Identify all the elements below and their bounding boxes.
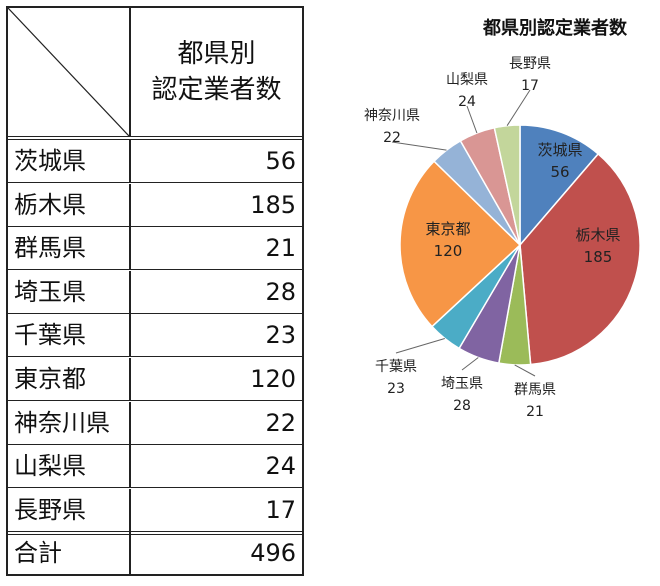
prefecture-count: 24 <box>129 445 302 488</box>
slice-label-value: 17 <box>521 78 539 94</box>
prefecture-name: 山梨県 <box>14 452 86 481</box>
pie-slice-2 <box>519 152 641 366</box>
prefecture-name: 茨城県 <box>14 147 86 175</box>
slice-label-name: 神奈川県 <box>364 108 420 124</box>
slice-label-name: 埼玉県 <box>441 376 483 392</box>
total-label: 合計 <box>14 539 62 568</box>
slice-label-name: 山梨県 <box>446 72 488 88</box>
table-row: 長野県 17 <box>8 488 302 535</box>
prefecture-name: 栃木県 <box>14 190 86 219</box>
table-row: 栃木県 185 <box>8 183 302 227</box>
slice-label-value: 120 <box>434 242 463 260</box>
leader-line <box>461 357 479 371</box>
table-row: 東京都 120 <box>8 358 302 401</box>
slice-label-value: 185 <box>584 248 613 266</box>
slice-label-name: 長野県 <box>509 56 551 72</box>
prefecture-count: 21 <box>129 227 302 270</box>
table-row: 山梨県 24 <box>8 445 302 489</box>
header-line-1: 都県別 <box>177 39 256 69</box>
prefecture-name: 群馬県 <box>14 234 86 263</box>
slice-label-value: 28 <box>453 398 471 414</box>
leader-line <box>514 364 536 377</box>
slice-label-name: 栃木県 <box>575 226 620 244</box>
prefecture-name: 神奈川県 <box>14 408 110 437</box>
slice-label-value: 22 <box>383 130 401 146</box>
prefecture-name: 千葉県 <box>14 321 86 350</box>
leader-line <box>466 105 478 134</box>
prefecture-count: 17 <box>129 488 302 531</box>
table-row: 茨城県 56 <box>8 140 302 183</box>
slice-label-value: 24 <box>458 94 476 110</box>
slice-label-value: 56 <box>550 163 569 181</box>
prefecture-count: 22 <box>129 401 302 444</box>
table-header: 都県別 認定業者数 <box>8 8 302 140</box>
slice-label-name: 東京都 <box>425 220 470 238</box>
prefecture-name: 長野県 <box>14 495 86 524</box>
table-row: 神奈川県 22 <box>8 401 302 445</box>
leader-line <box>506 89 531 126</box>
table-row: 千葉県 23 <box>8 314 302 358</box>
chart-title: 都県別認定業者数 <box>483 18 627 39</box>
pie-slice-1 <box>519 124 600 248</box>
header-diagonal <box>8 8 129 136</box>
slice-label-name: 千葉県 <box>375 359 417 375</box>
prefecture-count: 120 <box>129 358 302 400</box>
header-title: 都県別 認定業者数 <box>129 8 302 136</box>
prefecture-name: 埼玉県 <box>14 277 86 306</box>
leader-line <box>391 141 447 151</box>
slice-label-name: 群馬県 <box>514 382 556 398</box>
table-row: 埼玉県 28 <box>8 270 302 314</box>
table-total-row: 合計 496 <box>8 532 302 575</box>
leader-line <box>395 338 445 354</box>
slice-label-name: 茨城県 <box>537 141 582 159</box>
header-line-2: 認定業者数 <box>151 75 282 105</box>
prefecture-count: 28 <box>129 270 302 313</box>
slice-label-value: 21 <box>526 404 544 420</box>
prefecture-count: 185 <box>129 183 302 226</box>
prefecture-count: 56 <box>129 140 302 182</box>
prefecture-table: 都県別 認定業者数 茨城県 56 栃木県 185 群馬県 21 埼玉県 28 千葉県 23 東京都 1… <box>6 6 304 576</box>
prefecture-count: 23 <box>129 314 302 357</box>
prefecture-name: 東京都 <box>14 365 86 393</box>
total-value: 496 <box>129 532 302 575</box>
table-row: 群馬県 21 <box>8 227 302 271</box>
slice-label-value: 23 <box>387 381 405 397</box>
pie-slice-6 <box>399 160 522 328</box>
